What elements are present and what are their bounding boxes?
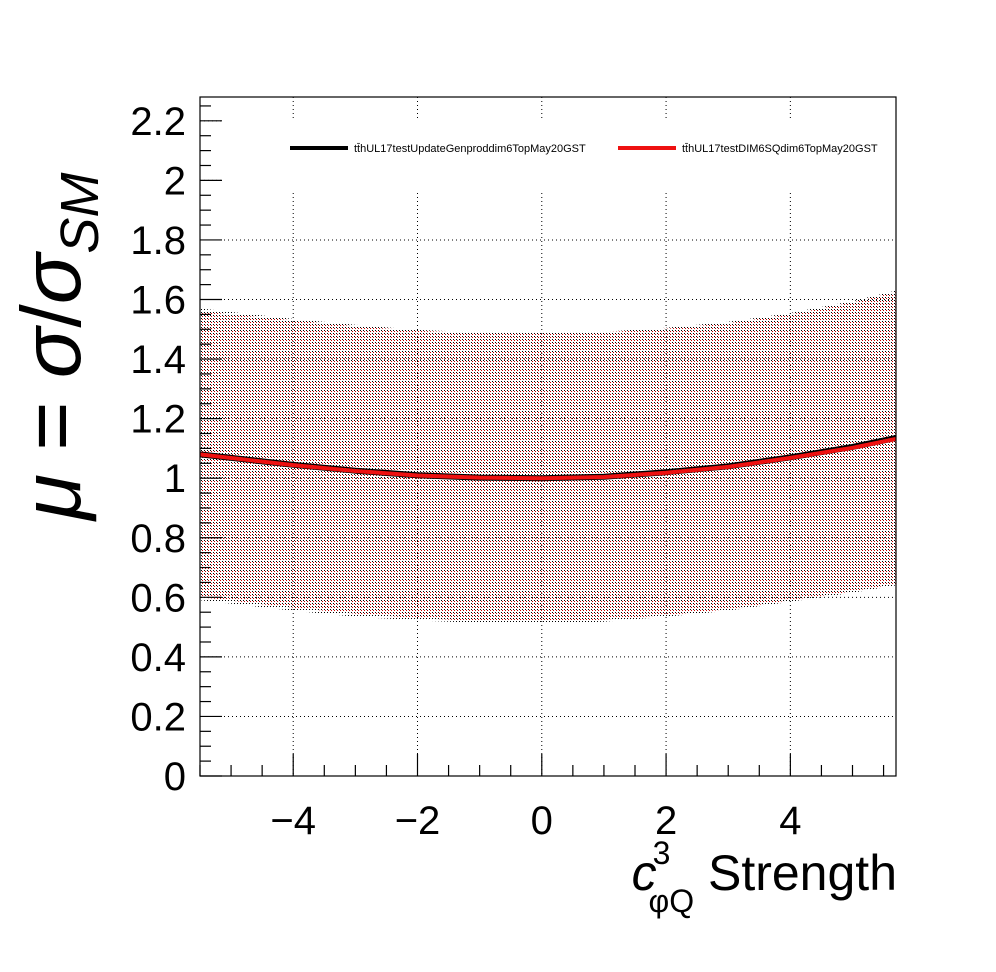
legend-label-0: tt̄hUL17testUpdateGenproddim6TopMay20GST xyxy=(354,143,586,155)
y-tick-label-5: 1 xyxy=(164,457,186,501)
band-series-1 xyxy=(200,292,896,622)
y-tick-label-7: 1.4 xyxy=(130,338,186,382)
y-tick-label-10: 2 xyxy=(164,159,186,203)
plot-frame xyxy=(199,96,897,777)
y-tick-label-0: 0 xyxy=(164,755,186,799)
y-tick-label-2: 0.4 xyxy=(130,636,186,680)
x-tick-labels: −4 −2 0 2 4 xyxy=(270,799,801,843)
y-tick-label-4: 0.8 xyxy=(130,517,186,561)
y-tick-label-6: 1.2 xyxy=(130,398,186,442)
x-tick-label-3: 2 xyxy=(655,799,677,843)
x-tick-label-0: −4 xyxy=(270,799,316,843)
y-tick-labels: 0 0.2 0.4 0.6 0.8 1 1.2 1.4 1.6 1.8 2 2.2 xyxy=(130,100,186,799)
y-tick-label-8: 1.6 xyxy=(130,279,186,323)
y-tick-label-9: 1.8 xyxy=(130,219,186,263)
legend xyxy=(222,120,898,190)
axis-ticks xyxy=(199,105,885,777)
y-axis-title: μ = σ/σSM xyxy=(4,173,110,522)
y-tick-label-1: 0.2 xyxy=(130,695,186,739)
x-axis-title: c3 φQ Strength xyxy=(632,835,897,919)
series-lines xyxy=(200,435,896,482)
y-tick-label-11: 2.2 xyxy=(130,100,186,144)
x-tick-label-4: 4 xyxy=(779,799,801,843)
y-tick-label-3: 0.6 xyxy=(130,576,186,620)
x-tick-label-1: −2 xyxy=(395,799,441,843)
line-series-1 xyxy=(200,436,896,481)
x-tick-label-2: 0 xyxy=(531,799,553,843)
uncertainty-bands xyxy=(200,290,896,624)
legend-entries: tt̄hUL17testUpdateGenproddim6TopMay20GST… xyxy=(290,143,878,155)
legend-label-1: tt̄hUL17testDIM6SQdim6TopMay20GST xyxy=(682,143,878,155)
